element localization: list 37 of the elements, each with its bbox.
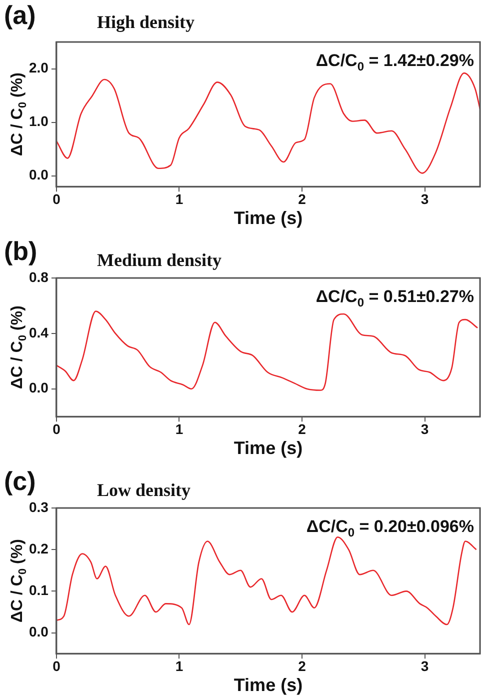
text: (a) — [4, 0, 36, 31]
x-axis-title: Time (s) — [234, 208, 303, 228]
y-tick-label: 1.0 — [28, 113, 49, 130]
x-tick-label: 2 — [298, 420, 306, 437]
y-tick-label: 0.0 — [28, 166, 49, 183]
line-series — [56, 72, 480, 174]
x-tick-label: 2 — [298, 190, 306, 207]
y-tick-label: 2.0 — [28, 60, 49, 76]
y-tick-label: 0.4 — [28, 324, 49, 340]
x-axis-title: Time (s) — [234, 438, 303, 458]
y-tick-label: 0.0 — [28, 380, 49, 396]
x-tick-label: 2 — [298, 658, 306, 674]
y-tick-label: 0.8 — [28, 268, 49, 285]
y-tick-label: 0.1 — [28, 582, 49, 598]
chart-title: Low density — [97, 480, 191, 501]
y-axis-title: ΔC / C0 (%) — [9, 306, 29, 389]
x-tick-label: 1 — [175, 658, 184, 674]
x-tick-label: 3 — [420, 420, 429, 437]
text: (b) — [4, 236, 38, 267]
y-tick-label: 0.3 — [28, 498, 49, 515]
y-tick-label: 0.0 — [28, 624, 49, 640]
x-tick-label: 0 — [52, 420, 61, 437]
chart-title: High density — [97, 12, 195, 33]
y-tick-label: 0.2 — [28, 540, 49, 556]
x-tick-label: 3 — [420, 658, 429, 674]
line-series — [56, 536, 477, 626]
x-tick-label: 3 — [420, 190, 429, 207]
line-series — [56, 310, 478, 391]
x-axis-title: Time (s) — [234, 675, 303, 696]
x-tick-label: 1 — [175, 190, 184, 207]
y-axis-title: ΔC / C0 (%) — [9, 539, 29, 622]
x-tick-label: 0 — [52, 190, 61, 207]
x-tick-label: 1 — [175, 420, 184, 437]
text: (c) — [4, 466, 36, 497]
y-axis-title: ΔC / C0 (%) — [9, 72, 29, 156]
x-tick-label: 0 — [52, 658, 61, 674]
chart-title: Medium density — [97, 250, 222, 271]
